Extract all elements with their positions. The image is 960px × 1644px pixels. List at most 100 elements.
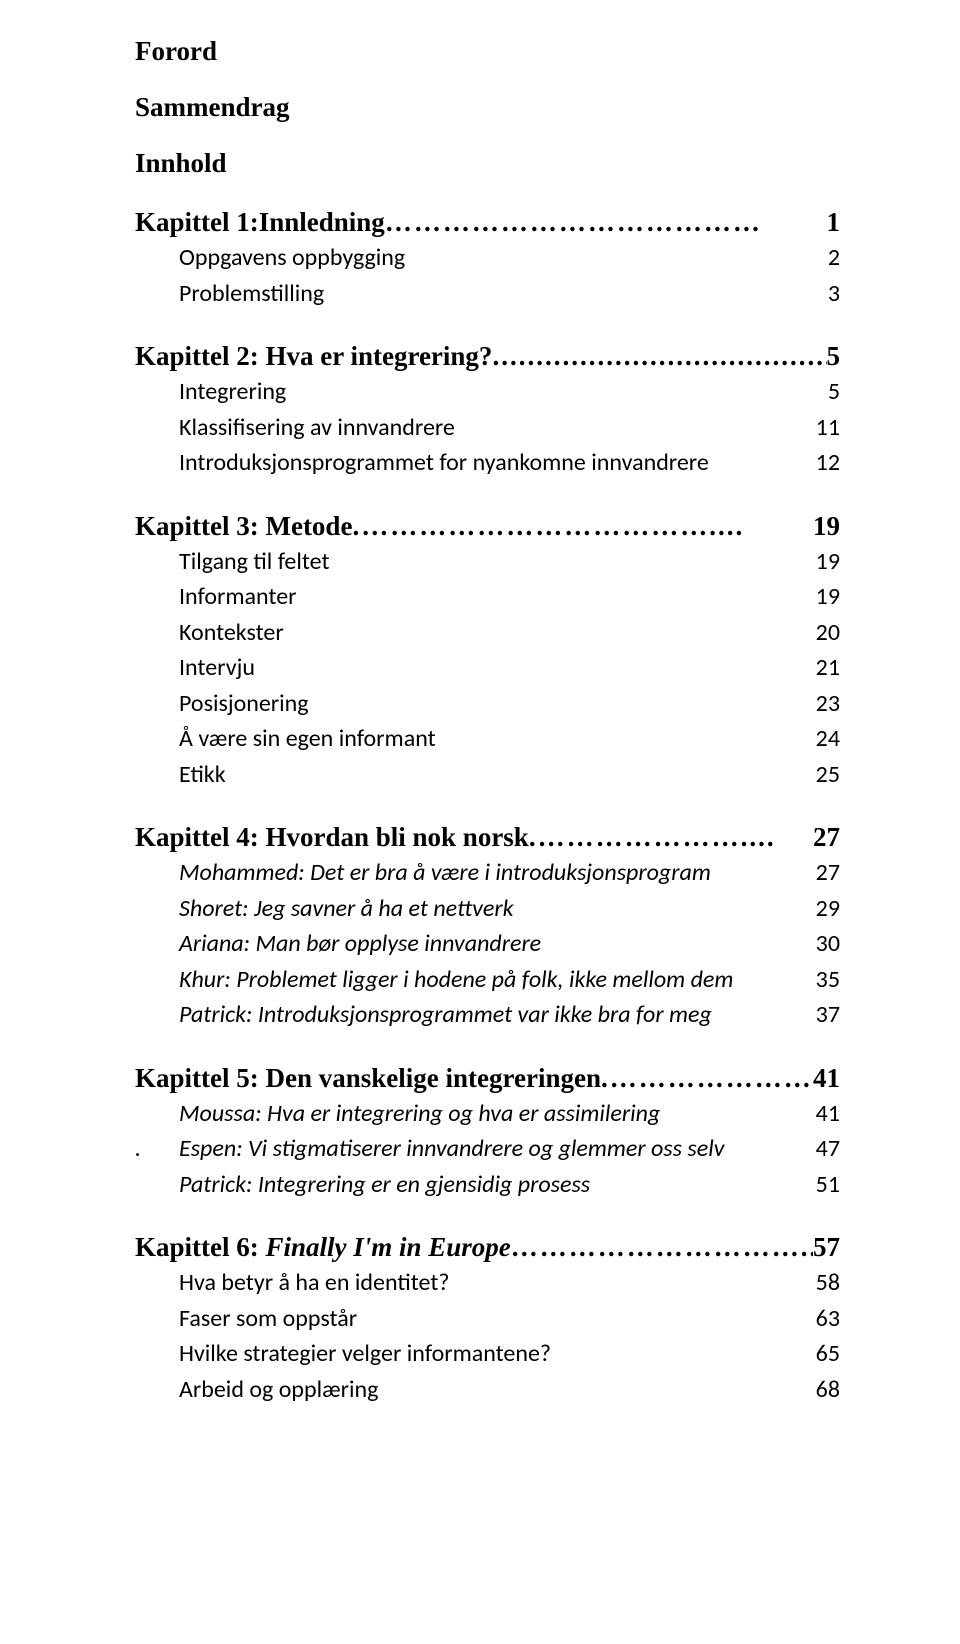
toc-entry: Hva betyr å ha en identitet?58 bbox=[135, 1265, 840, 1301]
toc-entry-label: Etikk bbox=[179, 757, 816, 793]
toc-entry-label: Khur: Problemet ligger i hodene på folk,… bbox=[179, 962, 816, 998]
toc-entry: Shoret: Jeg savner å ha et nettverk29 bbox=[135, 891, 840, 927]
toc-entry-label: Informanter bbox=[179, 579, 816, 615]
chapter: Kapittel 1:Innledning…………………………………1Oppga… bbox=[135, 207, 840, 311]
toc-entry: Tilgang til feltet19 bbox=[135, 544, 840, 580]
toc-entry-label: Integrering bbox=[179, 374, 828, 410]
toc-entry-label: Klassifisering av innvandrere bbox=[179, 410, 816, 446]
chapter-entries: Moussa: Hva er integrering og hva er ass… bbox=[135, 1096, 840, 1203]
toc-entry-page: 25 bbox=[816, 757, 840, 793]
toc-entry-label: Hva betyr å ha en identitet? bbox=[179, 1265, 816, 1301]
toc-entry-page: 68 bbox=[816, 1372, 840, 1408]
chapter-title-prefix: Kapittel 6: bbox=[135, 1232, 265, 1262]
toc-entry: Moussa: Hva er integrering og hva er ass… bbox=[135, 1096, 840, 1132]
toc-entry-page: 24 bbox=[816, 721, 840, 757]
toc-entry: Patrick: Introduksjonsprogrammet var ikk… bbox=[135, 997, 840, 1033]
toc-entry-label: Posisjonering bbox=[179, 686, 816, 722]
toc-entry: Oppgavens oppbygging2 bbox=[135, 240, 840, 276]
toc-entry: Problemstilling3 bbox=[135, 276, 840, 312]
toc-entry-page: 2 bbox=[828, 240, 840, 276]
toc-entry-page: 65 bbox=[816, 1336, 840, 1372]
toc-entry-page: 51 bbox=[816, 1167, 840, 1203]
chapter-leader: .……………………………….... bbox=[352, 511, 813, 542]
toc-entry: Introduksjonsprogrammet for nyankomne in… bbox=[135, 445, 840, 481]
toc-entry: Intervju21 bbox=[135, 650, 840, 686]
chapter-title: Kapittel 4: Hvordan bli nok norsk bbox=[135, 822, 529, 853]
toc-entry: Klassifisering av innvandrere11 bbox=[135, 410, 840, 446]
toc-entry-label: Tilgang til feltet bbox=[179, 544, 816, 580]
toc-entry-page: 5 bbox=[828, 374, 840, 410]
toc-entry-label: Kontekster bbox=[179, 615, 816, 651]
chapter-page: 5 bbox=[827, 341, 841, 372]
toc-entry: Espen: Vi stigmatiserer innvandrere og g… bbox=[135, 1131, 840, 1167]
toc-entry-label: Moussa: Hva er integrering og hva er ass… bbox=[179, 1096, 816, 1132]
chapter-title: Kapittel 6: Finally I'm in Europe bbox=[135, 1232, 511, 1263]
toc-entry-page: 12 bbox=[816, 445, 840, 481]
chapter-title: Kapittel 5: Den vanskelige integreringen bbox=[135, 1063, 601, 1094]
chapter-title-row: Kapittel 6: Finally I'm in Europe…………………… bbox=[135, 1232, 840, 1263]
toc-entry-label: Patrick: Introduksjonsprogrammet var ikk… bbox=[179, 997, 816, 1033]
toc-entry: Å være sin egen informant24 bbox=[135, 721, 840, 757]
front-matter-sammendrag: Sammendrag bbox=[135, 94, 840, 121]
chapter-leader: ........................................ bbox=[492, 341, 826, 372]
toc-entry: Integrering5 bbox=[135, 374, 840, 410]
toc-entry: Etikk25 bbox=[135, 757, 840, 793]
chapter: Kapittel 6: Finally I'm in Europe…………………… bbox=[135, 1232, 840, 1407]
toc-entry-page: 37 bbox=[816, 997, 840, 1033]
toc-entry-page: 47 bbox=[816, 1131, 840, 1167]
chapter-leader: ………………………………… bbox=[385, 207, 827, 238]
chapter-page: 41 bbox=[813, 1063, 840, 1094]
toc-entry-page: 23 bbox=[816, 686, 840, 722]
toc-entry-page: 21 bbox=[816, 650, 840, 686]
toc-entry-label: Espen: Vi stigmatiserer innvandrere og g… bbox=[179, 1131, 816, 1167]
toc-entry-page: 19 bbox=[816, 544, 840, 580]
chapter-entries: Mohammed: Det er bra å være i introduksj… bbox=[135, 855, 840, 1033]
chapter-title: Kapittel 1:Innledning bbox=[135, 207, 385, 238]
toc-entry: Kontekster20 bbox=[135, 615, 840, 651]
chapter-title-row: Kapittel 4: Hvordan bli nok norsk.………………… bbox=[135, 822, 840, 853]
front-matter-innhold: Innhold bbox=[135, 150, 840, 177]
chapter-entries: Oppgavens oppbygging2Problemstilling3 bbox=[135, 240, 840, 311]
chapter-entries: Integrering5Klassifisering av innvandrer… bbox=[135, 374, 840, 481]
toc-entry-label: Arbeid og opplæring bbox=[179, 1372, 816, 1408]
toc-entry-label: Introduksjonsprogrammet for nyankomne in… bbox=[179, 445, 816, 481]
toc-entry-label: Problemstilling bbox=[179, 276, 828, 312]
toc-entry-label: Ariana: Man bør opplyse innvandrere bbox=[179, 926, 816, 962]
toc-entry: Patrick: Integrering er en gjensidig pro… bbox=[135, 1167, 840, 1203]
chapter-title-row: Kapittel 1:Innledning…………………………………1 bbox=[135, 207, 840, 238]
toc-entry-page: 20 bbox=[816, 615, 840, 651]
chapter: Kapittel 2: Hva er integrering?.........… bbox=[135, 341, 840, 481]
chapter-leader: .………………….. bbox=[601, 1063, 813, 1094]
chapter-page: 57 bbox=[813, 1232, 840, 1263]
toc-entry-page: 27 bbox=[816, 855, 840, 891]
toc-entry: Ariana: Man bør opplyse innvandrere30 bbox=[135, 926, 840, 962]
front-matter-block: Forord Sammendrag Innhold bbox=[135, 38, 840, 177]
toc-entry-label: Å være sin egen informant bbox=[179, 721, 816, 757]
toc-entry: Faser som oppstår63 bbox=[135, 1301, 840, 1337]
chapter-leader: .………………….... bbox=[529, 822, 813, 853]
toc-entry: Posisjonering23 bbox=[135, 686, 840, 722]
chapter-entries: Hva betyr å ha en identitet?58Faser som … bbox=[135, 1265, 840, 1407]
chapter-entries: Tilgang til feltet19Informanter19Konteks… bbox=[135, 544, 840, 793]
chapter-title-row: Kapittel 5: Den vanskelige integreringen… bbox=[135, 1063, 840, 1094]
toc-entry-page: 41 bbox=[816, 1096, 840, 1132]
toc-container: Kapittel 1:Innledning…………………………………1Oppga… bbox=[135, 207, 840, 1407]
toc-entry-page: 58 bbox=[816, 1265, 840, 1301]
toc-entry-page: 30 bbox=[816, 926, 840, 962]
toc-entry-page: 11 bbox=[816, 410, 840, 446]
chapter-title: Kapittel 3: Metode bbox=[135, 511, 352, 542]
toc-entry-page: 35 bbox=[816, 962, 840, 998]
front-matter-forord: Forord bbox=[135, 38, 840, 65]
toc-entry-page: 63 bbox=[816, 1301, 840, 1337]
toc-entry-page: 29 bbox=[816, 891, 840, 927]
chapter-title-row: Kapittel 3: Metode.………………………………....19 bbox=[135, 511, 840, 542]
toc-entry-label: Mohammed: Det er bra å være i introduksj… bbox=[179, 855, 816, 891]
toc-entry-page: 3 bbox=[828, 276, 840, 312]
chapter-title: Kapittel 2: Hva er integrering? bbox=[135, 341, 492, 372]
chapter-leader: ………………………….... bbox=[511, 1232, 813, 1263]
toc-entry: Khur: Problemet ligger i hodene på folk,… bbox=[135, 962, 840, 998]
toc-entry: Informanter19 bbox=[135, 579, 840, 615]
toc-entry-label: Oppgavens oppbygging bbox=[179, 240, 828, 276]
hanging-dot: . bbox=[135, 1131, 141, 1167]
toc-entry: Mohammed: Det er bra å være i introduksj… bbox=[135, 855, 840, 891]
